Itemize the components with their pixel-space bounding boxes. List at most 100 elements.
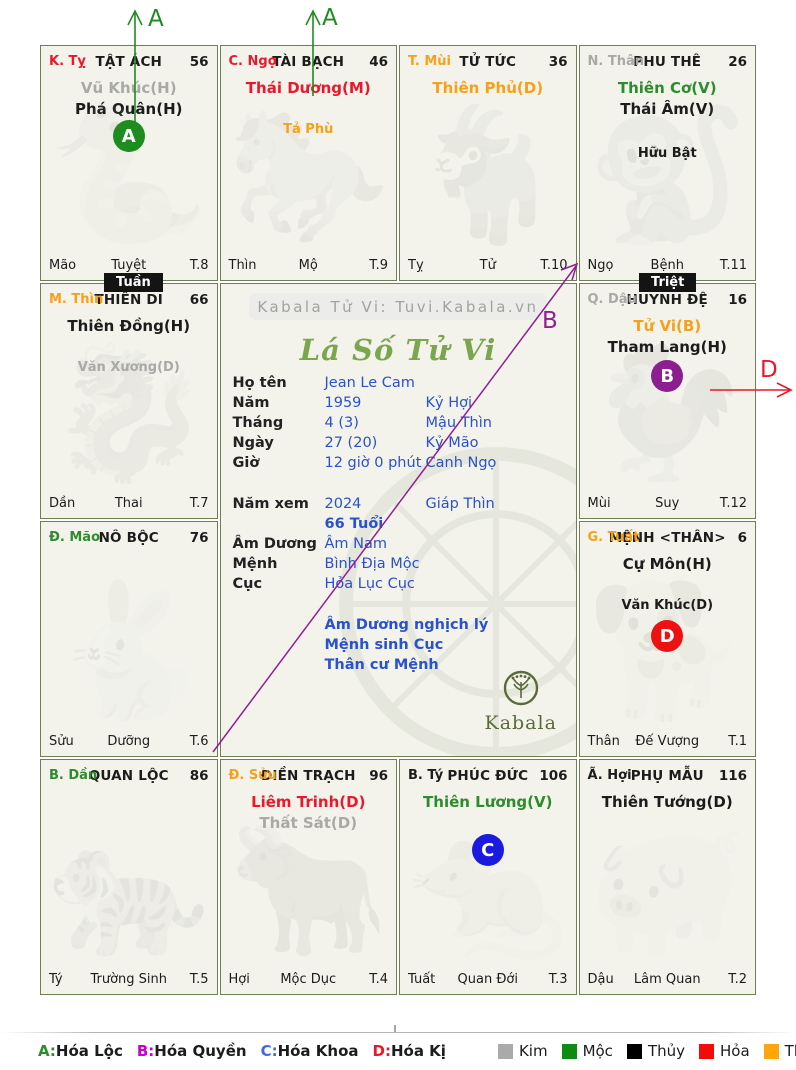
label-am-duong: Âm Dương (232, 536, 317, 552)
palace-cell-dien-trach[interactable]: 🐂 Đ. Sửu ĐIỀN TRẠCH 96 Liêm Trinh(D) Thấ… (219, 759, 397, 995)
palace-cycle: T.9 (369, 258, 388, 273)
destiny-notes: Âm Dương nghịch lý Mệnh sinh Cục Thân cư… (325, 615, 489, 675)
palace-number: 56 (189, 54, 209, 70)
legend-hoa-loc: A: Hóa Lộc (38, 1042, 123, 1060)
palace-stem: G. Tuất (587, 530, 640, 545)
label-ho-ten: Họ tên (232, 375, 287, 391)
palace-stage: Bệnh (650, 258, 684, 273)
legend-thuy: Thủy (613, 1042, 685, 1060)
palace-cell-huynh-de[interactable]: 🐓 Q. Dậu HUYNH ĐỆ 16 Tử Vi(B) Tham Lang(… (578, 283, 756, 519)
palace-branch: Sửu (49, 734, 74, 749)
value-hour-canchi: Canh Ngọ (425, 455, 497, 471)
value-month: 4 (3) (324, 415, 359, 431)
palace-number: 16 (728, 292, 747, 308)
star-thien-co: Thiên Cơ(V) (617, 79, 717, 97)
palace-number: 96 (369, 768, 388, 784)
palace-name: THIÊN DI (94, 292, 164, 308)
label-nam: Năm (232, 395, 270, 411)
palace-cycle: T.1 (728, 734, 747, 749)
hoa-color-swatch (699, 1043, 714, 1059)
palace-name: PHÚC ĐỨC (447, 768, 529, 784)
palace-cell-phuc-duc[interactable]: 🐀 B. Tý PHÚC ĐỨC 106 Thiên Lương(V) C Tu… (399, 759, 577, 995)
palace-number: 36 (548, 54, 568, 70)
goat-watermark: 🐐 (406, 98, 569, 251)
palace-branch: Tý (49, 972, 63, 987)
star-ta-phu: Tả Phù (283, 122, 334, 137)
palace-number: 46 (369, 54, 388, 70)
palace-stage: Suy (655, 496, 680, 511)
value-day: 27 (20) (324, 435, 378, 451)
palace-branch: Dậu (587, 972, 614, 987)
palace-cell-thien-di[interactable]: 🐉 M. Thìn THIÊN DI 66 Thiên Đồng(H) Văn … (40, 283, 218, 519)
palace-cell-no-boc[interactable]: 🐇 Đ. Mão NÔ BỘC 76 Sửu Dưỡng T.6 (40, 521, 218, 757)
star-tham-lang: Tham Lang(H) (607, 338, 727, 356)
value-year-canchi: Kỷ Hợi (425, 395, 473, 411)
value-menh: Bình Địa Mộc (324, 556, 420, 572)
palace-number: 6 (737, 530, 747, 546)
palace-stem: C. Ngọ (228, 54, 277, 69)
palace-cell-menh-than[interactable]: 🐕 G. Tuất MỆNH <THÂN> 6 Cự Môn(H) Văn Kh… (578, 521, 756, 757)
label-menh: Mệnh (232, 556, 278, 572)
birth-info-table: Họ tên Jean Le Cam Năm 1959 Kỷ Hợi Tháng 4 (… (233, 375, 567, 475)
tuan-tag: Tuần (104, 273, 163, 292)
kabala-watermark-text: Kabala Tử Vi: Tuvi.Kabala.vn (249, 293, 547, 320)
note-line: Thân cư Mệnh (324, 657, 439, 673)
palace-cell-tai-bach[interactable]: 🐎 C. Ngọ TÀI BẠCH 46 Thái Dương(M) Tả Ph… (219, 45, 397, 281)
palace-branch: Dần (49, 496, 76, 511)
palace-stem: M. Thìn (49, 292, 104, 307)
value-hour: 12 giờ 0 phút (324, 455, 422, 471)
legend-tho: Thổ (750, 1042, 796, 1060)
palace-cell-phu-mau[interactable]: 🐖 Ã. Hợi PHỤ MẪU 116 Thiên Tướng(D) Dậu … (578, 759, 756, 995)
palace-cell-phu-the[interactable]: 🐒 N. Thân PHU THÊ 26 Thiên Cơ(V) Thái Âm… (578, 45, 756, 281)
label-gio: Giờ (232, 455, 260, 471)
palace-name: TÀI BẠCH (272, 54, 345, 70)
hoa-ki-badge: D (651, 620, 684, 652)
star-van-xuong: Văn Xương(D) (77, 360, 180, 375)
note-line: Mệnh sinh Cục (324, 637, 444, 653)
star-huu-bat: Hữu Bật (637, 146, 697, 161)
star-thien-luong: Thiên Lương(V) (423, 793, 553, 811)
palace-branch: Thân (587, 734, 620, 749)
palace-name: MỆNH <THÂN> (608, 530, 726, 546)
palace-name: NÔ BỘC (98, 530, 159, 546)
label-nam-xem: Năm xem (232, 496, 309, 512)
palace-cell-tu-tuc[interactable]: 🐐 T. Mùi TỬ TỨC 36 Thiên Phủ(D) Tỵ Tử T.… (399, 45, 577, 281)
legend-hoa-ki: D: Hóa Kị (372, 1042, 446, 1060)
star-tu-vi: Tử Vi(B) (633, 317, 702, 335)
star-that-sat: Thất Sát(D) (259, 814, 358, 832)
palace-number: 86 (189, 768, 209, 784)
palace-stem: Q. Dậu (587, 292, 637, 307)
palace-stem: B. Dần (49, 768, 98, 783)
palace-cell-tat-ach[interactable]: 🐍 K. Tỵ TẬT ÁCH 56 Vũ Khúc(H) Phá Quân(H… (40, 45, 218, 281)
palace-stem: T. Mùi (408, 54, 452, 69)
legend-moc: Mộc (548, 1042, 613, 1060)
kabala-logo-text: Kabala (484, 712, 557, 734)
value-cuc: Hỏa Lục Cục (324, 576, 415, 592)
tho-color-swatch (763, 1043, 779, 1059)
kabala-tree-icon (503, 670, 538, 706)
palace-cell-quan-loc[interactable]: 🐅 B. Dần QUAN LỘC 86 Tý Trường Sinh T.5 (40, 759, 218, 995)
kim-color-swatch (497, 1043, 513, 1059)
hoa-khoa-badge: C (471, 834, 504, 866)
palace-number: 116 (718, 768, 747, 784)
palace-name: HUYNH ĐỆ (626, 292, 708, 308)
palace-cycle: T.7 (189, 496, 209, 511)
star-pha-quan: Phá Quân(H) (74, 100, 183, 118)
legend-hoa-khoa: C: Hóa Khoa (260, 1042, 359, 1060)
palace-name: TỬ TỨC (459, 54, 517, 70)
legend-hoa-elem: Hỏa (685, 1042, 750, 1060)
palace-name: PHU THÊ (633, 54, 702, 70)
star-thien-tuong: Thiên Tướng(D) (601, 793, 733, 811)
palace-name: TẬT ÁCH (95, 54, 163, 70)
palace-branch: Mão (49, 258, 77, 273)
palace-cycle: T.8 (189, 258, 209, 273)
rabbit-watermark: 🐇 (47, 574, 210, 727)
palace-branch: Hợi (228, 972, 250, 987)
moc-color-swatch (561, 1043, 577, 1059)
value-name: Jean Le Cam (324, 375, 415, 391)
palace-stage: Mộc Dục (280, 972, 337, 987)
palace-cycle: T.3 (548, 972, 568, 987)
palace-stem: Đ. Sửu (228, 768, 277, 783)
palace-number: 26 (728, 54, 747, 70)
footer-legend: A: Hóa Lộc B: Hóa Quyền C: Hóa Khoa D: H… (0, 1038, 796, 1064)
